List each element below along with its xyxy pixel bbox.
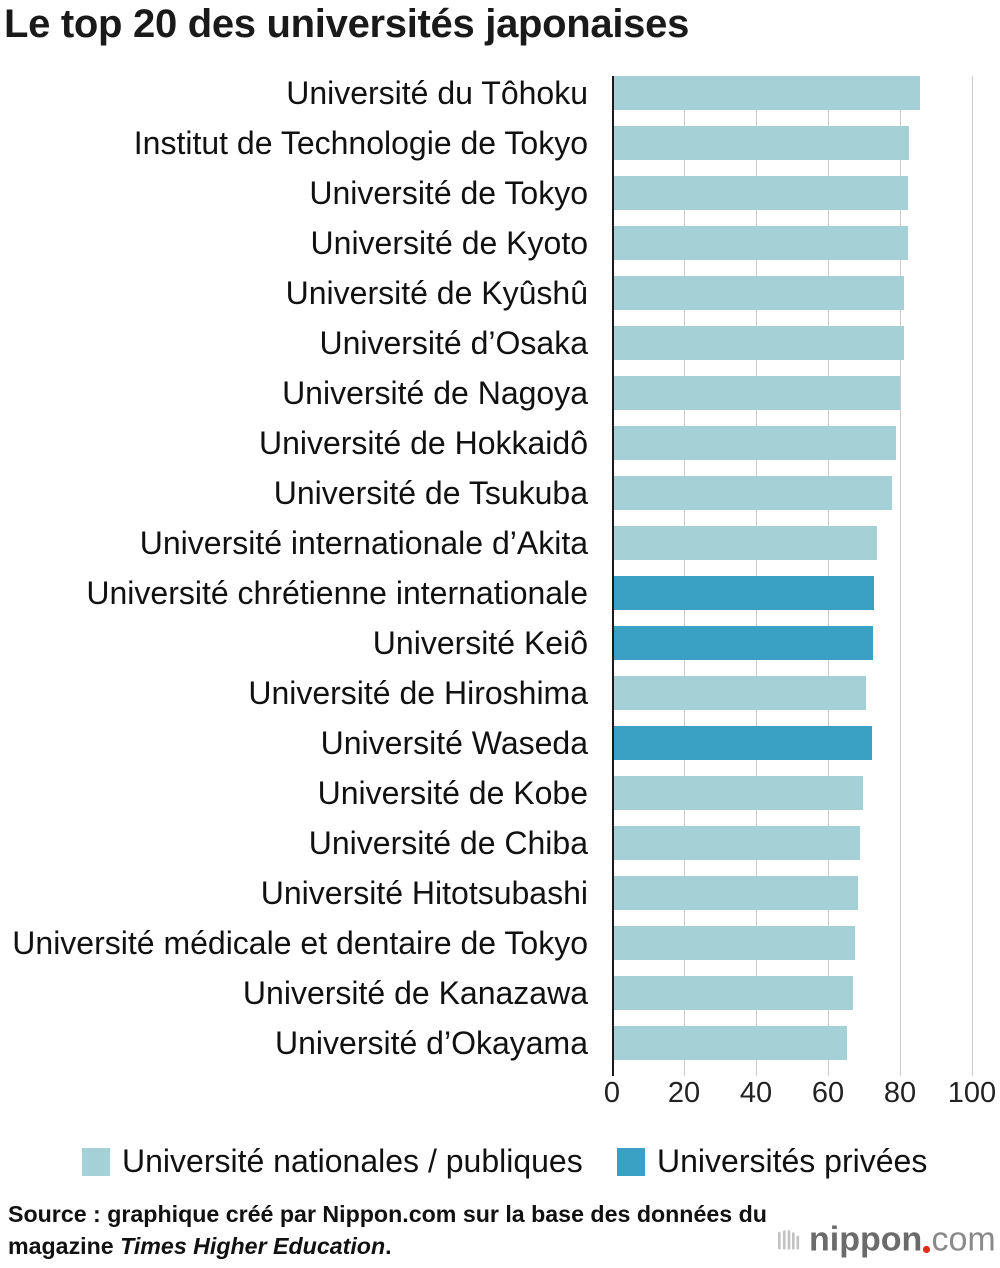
svg-text:com: com (932, 1221, 996, 1259)
svg-text:nippon: nippon (809, 1221, 922, 1259)
